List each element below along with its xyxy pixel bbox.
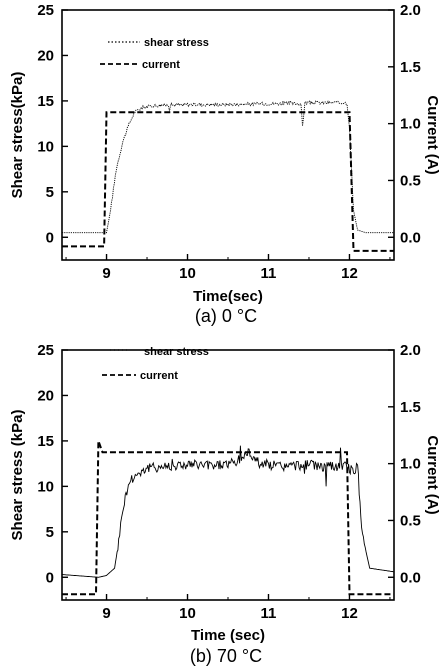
caption-a: (a) 0 °C xyxy=(195,306,257,326)
ytick-label-b-5: 25 xyxy=(37,342,54,359)
xtick-label-a-3: 12 xyxy=(341,265,358,282)
xtick-label-a-1: 10 xyxy=(179,265,196,282)
series-current-line-b xyxy=(62,440,394,596)
ylabel-b: Shear stress (kPa) xyxy=(9,410,26,541)
plot-frame-b xyxy=(61,349,395,601)
ytick-label-a-4: 20 xyxy=(37,47,54,64)
chart-a: 9 10 11 12 0 5 10 15 20 25 0.0 0.5 1.0 1.5 2.0 shear s… xyxy=(9,2,441,326)
ytick-label-a-2: 10 xyxy=(37,138,54,155)
legend-b: shear stress current xyxy=(102,346,209,382)
series-group-a xyxy=(62,99,394,252)
ylabel-a: Shear stress(kPa) xyxy=(9,72,26,199)
y2tick-label-b-2: 1.0 xyxy=(400,456,421,473)
legend-label-current-b: current xyxy=(140,370,178,382)
legend-label-shear-a: shear stress xyxy=(144,37,209,49)
ytick-label-a-5: 25 xyxy=(37,2,54,19)
series-current-line-a xyxy=(62,111,394,252)
legend-label-shear-b: shear stress xyxy=(144,346,209,358)
y2tick-label-b-4: 2.0 xyxy=(400,342,421,359)
y2tick-label-b-3: 1.5 xyxy=(400,399,421,416)
xtick-label-a-0: 9 xyxy=(102,265,110,282)
y2tick-label-b-1: 0.5 xyxy=(400,512,421,529)
ytick-label-b-3: 15 xyxy=(37,433,54,450)
series-group-b xyxy=(61,440,395,596)
ytick-label-a-3: 15 xyxy=(37,93,54,110)
axes-ticks-b: 9 10 11 12 0 5 10 15 20 25 0.0 0.5 1.0 1.5 2.0 xyxy=(37,342,421,622)
plot-frame-a xyxy=(61,9,395,261)
legend-a: shear stress current xyxy=(100,37,209,71)
xtick-label-b-3: 12 xyxy=(341,605,358,622)
series-shear-stress-line-a xyxy=(62,99,394,234)
y2tick-label-a-4: 2.0 xyxy=(400,2,421,19)
ytick-label-a-1: 5 xyxy=(46,184,54,201)
axes-ticks-a: 9 10 11 12 0 5 10 15 20 25 0.0 0.5 1.0 1.5 2.0 xyxy=(37,2,421,282)
xtick-label-b-2: 11 xyxy=(261,605,277,622)
series-shear-stress-line-b xyxy=(61,445,395,578)
ytick-label-b-1: 5 xyxy=(46,524,54,541)
y2tick-label-b-0: 0.0 xyxy=(400,569,421,586)
ytick-label-b-4: 20 xyxy=(37,387,54,404)
chart-b: 9 10 11 12 0 5 10 15 20 25 0.0 0.5 1.0 1.5 2.0 shear s… xyxy=(9,342,441,666)
ytick-label-b-0: 0 xyxy=(46,569,54,586)
y2tick-label-a-0: 0.0 xyxy=(400,229,421,246)
y2tick-label-a-1: 0.5 xyxy=(400,172,421,189)
ytick-label-a-0: 0 xyxy=(46,229,54,246)
y2tick-label-a-3: 1.5 xyxy=(400,59,421,76)
xtick-label-b-0: 9 xyxy=(102,605,110,622)
y2label-a: Current (A) xyxy=(424,95,441,174)
xtick-label-b-1: 10 xyxy=(179,605,196,622)
y2label-b: Current (A) xyxy=(424,435,441,514)
caption-b: (b) 70 °C xyxy=(190,646,262,666)
ytick-label-b-2: 10 xyxy=(37,478,54,495)
y2tick-label-a-2: 1.0 xyxy=(400,116,421,133)
xtick-label-a-2: 11 xyxy=(261,265,277,282)
legend-label-current-a: current xyxy=(142,59,180,71)
xlabel-b: Time (sec) xyxy=(191,627,265,644)
xlabel-a: Time(sec) xyxy=(193,288,263,305)
